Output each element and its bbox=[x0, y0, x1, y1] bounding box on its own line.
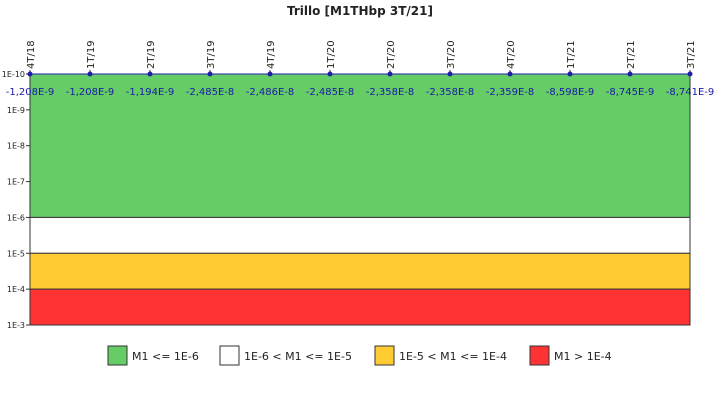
y-tick-label: 1E-9 bbox=[7, 106, 25, 115]
point bbox=[147, 71, 153, 77]
value-label: -8,741E-9 bbox=[666, 87, 715, 98]
x-tick-label: 4T/18 bbox=[26, 40, 37, 69]
point bbox=[87, 71, 93, 77]
legend-label: 1E-5 < M1 <= 1E-4 bbox=[399, 350, 507, 363]
value-label: -8,745E-9 bbox=[606, 87, 655, 98]
value-label: -1,208E-9 bbox=[66, 87, 115, 98]
point bbox=[687, 71, 693, 77]
x-tick-label: 2T/21 bbox=[626, 40, 637, 69]
legend-label: M1 <= 1E-6 bbox=[132, 350, 199, 363]
legend-swatch bbox=[374, 345, 395, 366]
x-tick-label: 4T/20 bbox=[506, 40, 517, 69]
y-tick-label: 1E-10 bbox=[2, 70, 25, 79]
legend-swatch bbox=[529, 345, 550, 366]
legend-swatch bbox=[107, 345, 128, 366]
x-tick-label: 2T/20 bbox=[386, 40, 397, 69]
y-tick-label: 1E-5 bbox=[7, 249, 25, 258]
x-tick-label: 1T/19 bbox=[86, 40, 97, 69]
legend-label: 1E-6 < M1 <= 1E-5 bbox=[244, 350, 352, 363]
x-tick-label: 3T/19 bbox=[206, 40, 217, 69]
value-label: -2,358E-8 bbox=[366, 87, 415, 98]
x-tick-label: 3T/20 bbox=[446, 40, 457, 69]
band bbox=[29, 216, 691, 254]
x-tick-label: 2T/19 bbox=[146, 40, 157, 69]
x-tick-label: 1T/20 bbox=[326, 40, 337, 69]
point bbox=[447, 71, 453, 77]
point bbox=[387, 71, 393, 77]
point bbox=[567, 71, 573, 77]
point bbox=[507, 71, 513, 77]
value-label: -2,485E-8 bbox=[306, 87, 355, 98]
y-tick-label: 1E-8 bbox=[7, 142, 25, 151]
band bbox=[29, 252, 691, 290]
value-label: -1,208E-9 bbox=[6, 87, 55, 98]
legend-swatch bbox=[219, 345, 240, 366]
value-label: -2,486E-8 bbox=[246, 87, 295, 98]
band bbox=[29, 73, 691, 218]
y-tick-label: 1E-4 bbox=[7, 285, 25, 294]
y-tick-label: 1E-3 bbox=[7, 321, 25, 330]
point bbox=[267, 71, 273, 77]
value-label: -2,359E-8 bbox=[486, 87, 535, 98]
point bbox=[627, 71, 633, 77]
x-tick-label: 3T/21 bbox=[686, 40, 697, 69]
value-label: -2,485E-8 bbox=[186, 87, 235, 98]
point bbox=[207, 71, 213, 77]
point bbox=[27, 71, 33, 77]
value-label: -8,598E-9 bbox=[546, 87, 595, 98]
band bbox=[29, 288, 691, 326]
x-tick-label: 4T/19 bbox=[266, 40, 277, 69]
value-label: -2,358E-8 bbox=[426, 87, 475, 98]
y-tick-label: 1E-6 bbox=[7, 213, 25, 222]
legend-label: M1 > 1E-4 bbox=[554, 350, 612, 363]
point bbox=[327, 71, 333, 77]
y-tick-label: 1E-7 bbox=[7, 178, 25, 187]
x-tick-label: 1T/21 bbox=[566, 40, 577, 69]
chart-title: Trillo [M1THbp 3T/21] bbox=[287, 4, 433, 18]
value-label: -1,194E-9 bbox=[126, 87, 175, 98]
